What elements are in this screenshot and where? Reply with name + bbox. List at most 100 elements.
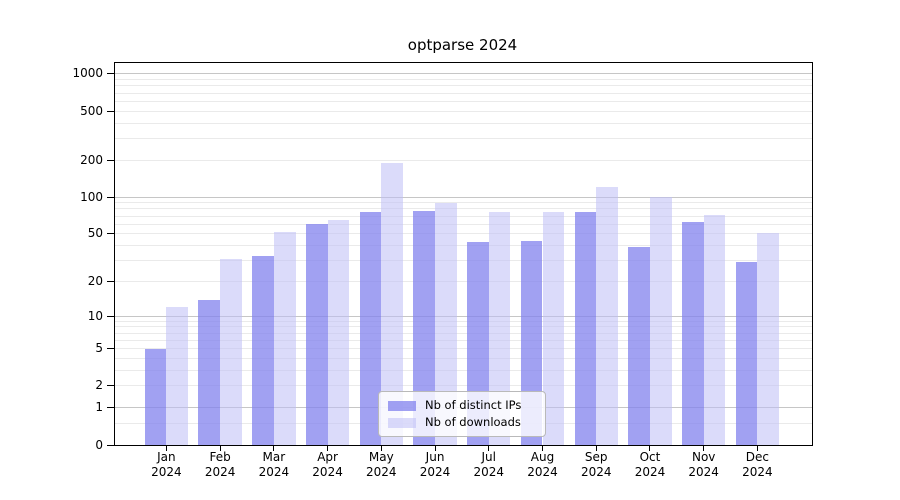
x-tick-label: Oct 2024 <box>634 450 666 479</box>
bar <box>413 210 436 445</box>
y-tick-label: 500 <box>80 103 103 118</box>
x-tick-mark <box>756 445 758 451</box>
legend-swatch-distinct-ips <box>388 400 416 411</box>
y-tick-mark <box>107 110 114 112</box>
x-tick-label: Feb 2024 <box>204 450 236 479</box>
x-tick-label: Apr 2024 <box>312 450 343 479</box>
gridline-minor <box>115 348 812 350</box>
x-tick-mark <box>649 445 651 451</box>
bar <box>327 219 350 445</box>
y-tick-label: 2 <box>95 378 103 393</box>
bar <box>757 232 780 445</box>
gridline-minor <box>115 385 812 387</box>
bar <box>628 246 650 445</box>
y-tick-mark <box>107 385 114 387</box>
legend-swatch-downloads <box>388 417 416 428</box>
gridline-minor <box>115 92 812 94</box>
x-tick-mark <box>703 445 705 451</box>
gridline-minor <box>115 110 812 112</box>
plot-area: Nb of distinct IPs Nb of downloads <box>114 62 813 446</box>
x-tick-label: Sep 2024 <box>580 450 612 479</box>
bar <box>735 262 758 445</box>
x-tick-label: Aug 2024 <box>527 450 558 479</box>
legend-label: Nb of distinct IPs <box>425 398 522 412</box>
bar <box>252 255 274 445</box>
gridline-minor <box>115 320 812 322</box>
y-tick-mark <box>107 280 114 282</box>
bar <box>435 202 457 445</box>
x-tick-label: Jul 2024 <box>473 450 505 479</box>
y-tick-label: 0 <box>95 437 103 452</box>
y-tick-mark <box>107 233 114 235</box>
x-tick-mark <box>219 445 221 451</box>
gridline-minor <box>115 245 812 247</box>
bar <box>305 224 328 445</box>
y-tick-mark <box>107 159 114 161</box>
x-tick-label: Jun 2024 <box>419 450 451 479</box>
gridline-minor <box>115 100 812 102</box>
y-tick-label: 200 <box>80 152 103 167</box>
y-tick-label: 10 <box>87 308 103 323</box>
x-tick-mark <box>327 445 329 451</box>
legend-label: Nb of downloads <box>425 415 521 429</box>
y-tick-label: 100 <box>80 189 103 204</box>
gridline-minor <box>115 370 812 372</box>
y-tick-label: 50 <box>87 226 103 241</box>
x-tick-label: Nov 2024 <box>688 450 719 479</box>
bar <box>166 307 189 445</box>
gridline-minor <box>115 85 812 87</box>
bar <box>649 197 672 445</box>
gridline-minor <box>115 159 812 161</box>
bar <box>359 212 382 445</box>
gridline-major <box>115 73 812 75</box>
gridline-minor <box>115 122 812 124</box>
x-tick-label: May 2024 <box>366 450 397 479</box>
bar <box>596 187 618 445</box>
gridline-minor <box>115 339 812 341</box>
x-tick-mark <box>542 445 543 451</box>
y-tick-mark <box>107 196 114 198</box>
y-tick-mark <box>107 73 114 75</box>
gridline-major <box>115 315 812 317</box>
bar <box>144 348 167 445</box>
gridline-minor <box>115 79 812 81</box>
x-tick-mark <box>273 445 275 451</box>
bar <box>488 212 511 445</box>
gridline-minor <box>115 215 812 217</box>
legend-entry: Nb of downloads <box>388 416 536 429</box>
x-tick-mark <box>488 445 490 451</box>
gridline-minor <box>115 208 812 210</box>
x-tick-label: Jan 2024 <box>151 450 182 479</box>
y-tick-label: 1 <box>95 400 103 415</box>
bar <box>220 258 242 445</box>
bar <box>682 221 704 445</box>
bar <box>542 211 565 445</box>
x-tick-mark <box>595 445 597 451</box>
x-tick-mark <box>165 445 167 451</box>
gridline-minor <box>115 137 812 139</box>
chart-title: optparse 2024 <box>407 36 518 54</box>
gridline-minor <box>115 202 812 204</box>
y-tick-mark <box>107 315 114 317</box>
gridline-major <box>115 196 812 198</box>
bar <box>273 231 296 445</box>
legend-entry: Nb of distinct IPs <box>388 399 536 412</box>
gridline-minor <box>115 326 812 328</box>
gridline-minor <box>115 233 812 235</box>
y-tick-mark <box>107 444 114 446</box>
legend: Nb of distinct IPs Nb of downloads <box>378 391 546 437</box>
y-tick-mark <box>107 407 114 409</box>
y-tick-label: 5 <box>95 341 103 356</box>
gridline-minor <box>115 223 812 225</box>
bar <box>381 162 403 445</box>
gridline-minor <box>115 332 812 334</box>
y-tick-mark <box>107 348 114 350</box>
bar <box>703 215 726 445</box>
x-tick-mark <box>380 445 382 451</box>
gridline-minor <box>115 280 812 282</box>
y-tick-label: 1000 <box>72 66 103 81</box>
y-tick-label: 20 <box>87 273 103 288</box>
x-tick-label: Mar 2024 <box>258 450 290 479</box>
bar <box>574 212 597 445</box>
